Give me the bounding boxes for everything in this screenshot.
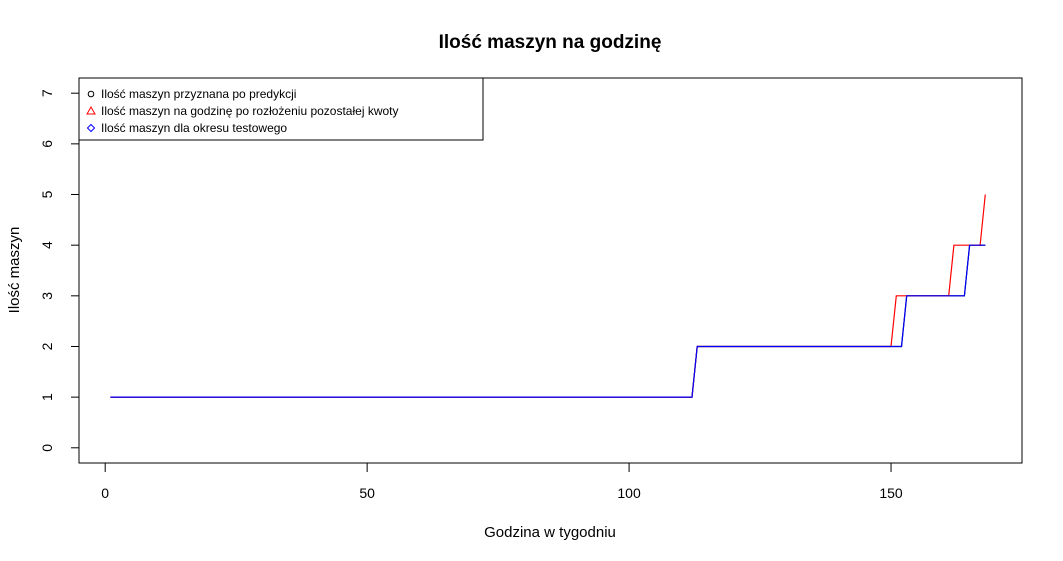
legend-label: Ilość maszyn przyznana po predykcji [101,87,296,101]
y-tick-label: 7 [39,89,55,97]
x-tick-label: 0 [101,485,109,501]
legend-label: Ilość maszyn dla okresu testowego [101,121,287,135]
y-tick-label: 3 [39,292,55,300]
legend-triangle-marker [86,105,96,115]
y-tick-label: 1 [39,393,55,401]
legend-diamond-marker [86,123,96,133]
y-tick-label: 4 [39,241,55,249]
series-line-1 [110,194,986,398]
series-line-0 [110,244,986,398]
series-layer [110,194,986,398]
x-tick-label: 150 [879,485,903,501]
y-tick-label: 2 [39,342,55,350]
y-tick-label: 6 [39,140,55,148]
x-axis-label: Godzina w tygodniu [484,524,616,541]
y-axis: 0 1 2 3 4 5 6 7 [39,89,80,452]
x-tick-label: 100 [617,485,641,501]
legend-label: Ilość maszyn na godzinę po rozłożeniu po… [101,104,399,118]
legend-circle-marker [87,90,95,98]
series-line-2 [110,244,986,398]
y-axis-label: Ilość maszyn [6,227,23,314]
y-tick-label: 0 [39,444,55,452]
x-tick-label: 50 [359,485,375,501]
legend-box [78,77,484,141]
legend: Ilość maszyn przyznana po predykcji Ilość… [78,77,484,141]
chart-title: Ilość maszyn na godzinę [439,32,662,53]
y-tick-label: 5 [39,190,55,198]
x-axis: 0 50 100 150 [101,462,903,501]
